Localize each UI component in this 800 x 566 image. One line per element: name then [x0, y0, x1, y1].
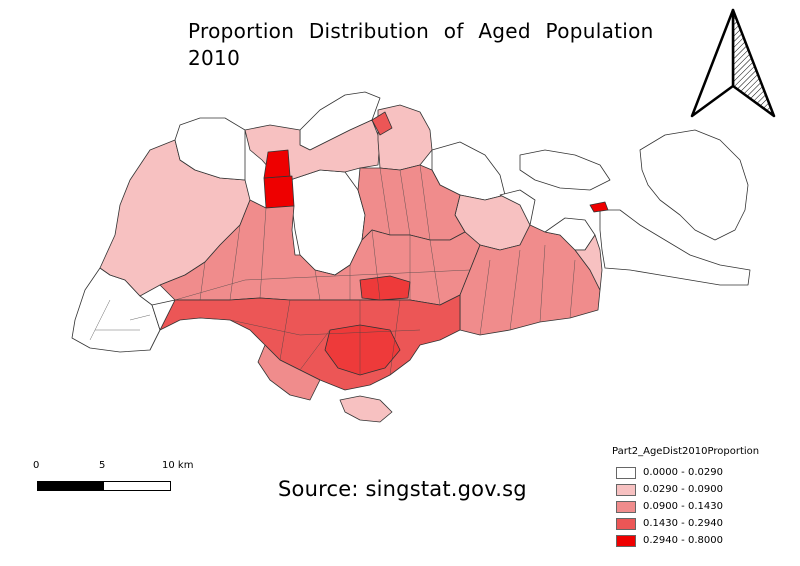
legend-item: 0.2940 - 0.8000 [616, 532, 792, 549]
legend-swatch [616, 534, 636, 547]
legend-title: Part2_AgeDist2010Proportion [612, 446, 760, 457]
planning-area-central-high [359, 275, 411, 301]
scale-tick-5: 5 [99, 460, 106, 471]
planning-area-sentosa [339, 395, 393, 423]
legend-label: 0.0290 - 0.0900 [643, 484, 723, 495]
planning-area-yishun [377, 104, 433, 171]
planning-area-jurong-west [149, 299, 176, 351]
legend-item: 0.0290 - 0.0900 [616, 481, 792, 498]
planning-area-highlight-1b [263, 149, 291, 179]
legend-label: 0.1430 - 0.2940 [643, 518, 723, 529]
map-title: Proportion Distribution of Aged Populati… [188, 18, 654, 72]
planning-area-south-core [324, 324, 401, 376]
legend-item: 0.1430 - 0.2940 [616, 515, 792, 532]
legend-swatch [616, 483, 636, 496]
map-title-line1: Proportion Distribution of Aged Populati… [188, 19, 654, 43]
legend-swatch [616, 466, 636, 479]
legend-label: 0.0000 - 0.0290 [643, 467, 723, 478]
planning-area-northwest-white [174, 117, 246, 181]
scale-segment-white [103, 481, 171, 491]
map-title-line2: 2010 [188, 46, 241, 70]
scale-segment-black [37, 481, 105, 491]
scale-tick-0: 0 [33, 460, 40, 471]
source-text: Source: singstat.gov.sg [278, 477, 527, 501]
legend-swatch [616, 517, 636, 530]
island-pulau-tekong [639, 129, 749, 241]
north-arrow-icon [690, 8, 776, 118]
scale-bar: 0 5 10 km [30, 460, 210, 500]
scale-tick-10: 10 km [162, 460, 194, 471]
legend-item: 0.0900 - 0.1430 [616, 498, 792, 515]
planning-area-southwest [257, 344, 321, 401]
planning-area-yishun-red [371, 111, 393, 136]
legend-label: 0.0900 - 0.1430 [643, 501, 723, 512]
planning-area-changi [599, 209, 751, 286]
planning-area-highlight-1 [263, 175, 295, 209]
planning-area-east-pink [574, 234, 603, 291]
planning-area-west-catchment [99, 139, 251, 297]
legend-label: 0.2940 - 0.8000 [643, 535, 723, 546]
planning-area-changi-red [589, 201, 609, 213]
legend-item: 0.0000 - 0.0290 [616, 464, 792, 481]
planning-area-east-white-1 [499, 189, 536, 226]
legend: Part2_AgeDist2010Proportion 0.0000 - 0.0… [612, 446, 792, 549]
legend-swatch [616, 500, 636, 513]
island-pulau-ubin [519, 149, 611, 191]
